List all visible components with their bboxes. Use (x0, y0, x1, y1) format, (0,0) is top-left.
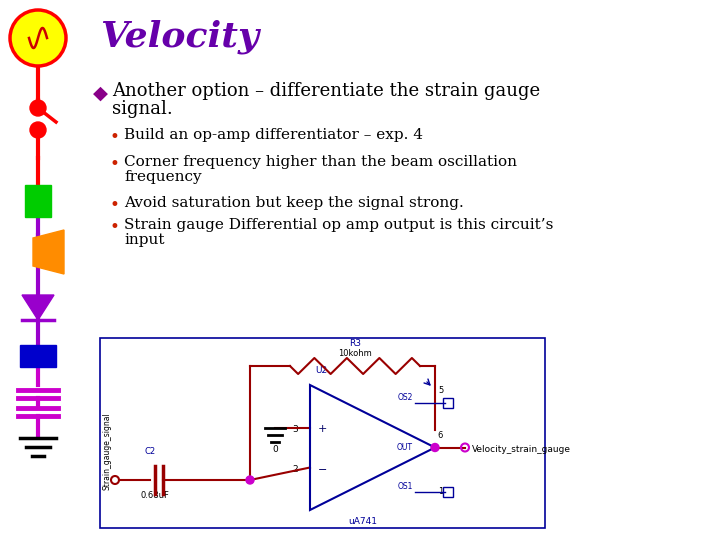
Bar (100, 338, 545, 528)
Bar (25, 185, 51, 217)
Text: Strain_gauge_signal: Strain_gauge_signal (102, 412, 112, 490)
Text: 6: 6 (437, 430, 442, 440)
Text: 3: 3 (292, 425, 298, 434)
Text: Velocity: Velocity (100, 20, 259, 55)
Text: Velocity_strain_gauge: Velocity_strain_gauge (472, 445, 571, 454)
Text: OS2: OS2 (397, 393, 413, 402)
Circle shape (10, 10, 66, 66)
Text: Strain gauge Differential op amp output is this circuit’s: Strain gauge Differential op amp output … (124, 218, 554, 232)
Text: 10kohm: 10kohm (338, 349, 372, 358)
Text: frequency: frequency (124, 170, 202, 184)
Text: OUT: OUT (397, 442, 413, 451)
Text: •: • (110, 128, 120, 146)
Text: uA741: uA741 (348, 517, 377, 526)
Text: Build an op-amp differentiator – exp. 4: Build an op-amp differentiator – exp. 4 (124, 128, 423, 142)
Text: U2: U2 (315, 366, 327, 375)
Text: −: − (318, 464, 328, 475)
Text: R3: R3 (349, 339, 361, 348)
Text: 1: 1 (438, 487, 444, 496)
Polygon shape (33, 230, 64, 274)
Text: Another option – differentiate the strain gauge: Another option – differentiate the strai… (112, 82, 540, 100)
Text: C2: C2 (145, 447, 156, 456)
Circle shape (431, 443, 439, 451)
Text: •: • (110, 196, 120, 214)
Polygon shape (22, 295, 54, 320)
Text: 0.68uF: 0.68uF (140, 491, 169, 500)
Bar (443, 487, 453, 497)
Text: 2: 2 (292, 465, 298, 474)
Text: OS1: OS1 (397, 482, 413, 491)
Bar (443, 398, 453, 408)
Text: Avoid saturation but keep the signal strong.: Avoid saturation but keep the signal str… (124, 196, 464, 210)
Circle shape (246, 476, 254, 484)
Text: signal.: signal. (112, 100, 173, 118)
Circle shape (30, 122, 46, 138)
Text: •: • (110, 155, 120, 173)
Text: 5: 5 (438, 386, 444, 395)
Text: input: input (124, 233, 164, 247)
Circle shape (30, 100, 46, 116)
Text: +: + (318, 424, 328, 435)
Text: 0: 0 (272, 446, 278, 455)
Bar (20, 345, 56, 367)
Text: ◆: ◆ (93, 84, 108, 103)
Text: Corner frequency higher than the beam oscillation: Corner frequency higher than the beam os… (124, 155, 517, 169)
Text: •: • (110, 218, 120, 236)
